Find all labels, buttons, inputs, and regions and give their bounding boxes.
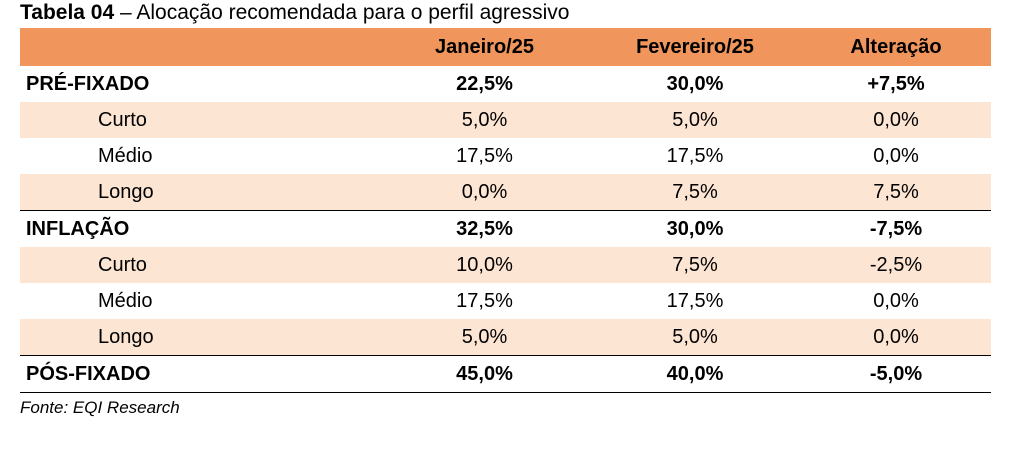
row-pre-curto: Curto 5,0% 5,0% 0,0% [20,102,991,138]
cell-janeiro: 17,5% [456,289,513,312]
cell-janeiro: 45,0% [380,355,589,393]
cell-fevereiro: 17,5% [666,144,724,167]
caption-text: – Alocação recomendada para o perfil agr… [114,1,570,24]
row-label: Curto [20,247,380,283]
cell-janeiro: 32,5% [380,210,589,247]
cell-fevereiro: 5,0% [589,102,801,138]
cell-alteracao: -5,0% [801,355,991,393]
row-pre-fixado: PRÉ-FIXADO 22,5% 30,0% +7,5% [20,66,991,102]
row-pre-medio: Médio 17,5% 17,5% 0,0% [20,138,991,174]
cell-alteracao: -2,5% [801,247,991,283]
cell-alteracao: +7,5% [867,72,925,95]
row-label: Médio [98,289,153,312]
cell-janeiro: 5,0% [380,102,589,138]
cell-janeiro: 5,0% [380,319,589,356]
cell-fevereiro: 30,0% [666,72,724,95]
row-label: Curto [20,102,380,138]
cell-alteracao: 0,0% [873,144,919,167]
cell-alteracao: 0,0% [873,289,919,312]
row-label: PÓS-FIXADO [20,355,380,393]
cell-janeiro: 0,0% [380,174,589,211]
cell-fevereiro: 17,5% [666,289,724,312]
row-inflacao: INFLAÇÃO 32,5% 30,0% -7,5% [20,210,991,247]
cell-alteracao: -7,5% [801,210,991,247]
row-pre-longo: Longo 0,0% 7,5% 7,5% [20,174,991,211]
row-inflacao-medio: Médio 17,5% 17,5% 0,0% [20,283,991,319]
row-inflacao-curto: Curto 10,0% 7,5% -2,5% [20,247,991,283]
header-empty [20,28,380,66]
table-caption: Tabela 04 – Alocação recomendada para o … [20,0,569,26]
header-fevereiro: Fevereiro/25 [589,28,801,66]
cell-fevereiro: 7,5% [589,174,801,211]
row-label: INFLAÇÃO [20,210,380,247]
cell-fevereiro: 30,0% [589,210,801,247]
cell-janeiro: 10,0% [380,247,589,283]
row-label: Médio [98,144,153,167]
cell-janeiro: 17,5% [456,144,513,167]
source-note: Fonte: EQI Research [20,398,180,417]
row-label: PRÉ-FIXADO [26,72,150,95]
header-alteracao: Alteração [801,28,991,66]
header-row: Janeiro/25 Fevereiro/25 Alteração [20,28,991,66]
cell-alteracao: 0,0% [801,319,991,356]
cell-fevereiro: 7,5% [589,247,801,283]
cell-fevereiro: 40,0% [589,355,801,393]
cell-janeiro: 22,5% [456,72,513,95]
cell-alteracao: 7,5% [801,174,991,211]
row-label: Longo [20,174,380,211]
cell-alteracao: 0,0% [801,102,991,138]
row-label: Longo [20,319,380,356]
cell-fevereiro: 5,0% [589,319,801,356]
row-pos-fixado: PÓS-FIXADO 45,0% 40,0% -5,0% [20,355,991,393]
row-inflacao-longo: Longo 5,0% 5,0% 0,0% [20,319,991,356]
caption-label: Tabela 04 [20,1,115,24]
allocation-table: Janeiro/25 Fevereiro/25 Alteração PRÉ-FI… [20,28,991,393]
header-janeiro: Janeiro/25 [380,28,589,66]
